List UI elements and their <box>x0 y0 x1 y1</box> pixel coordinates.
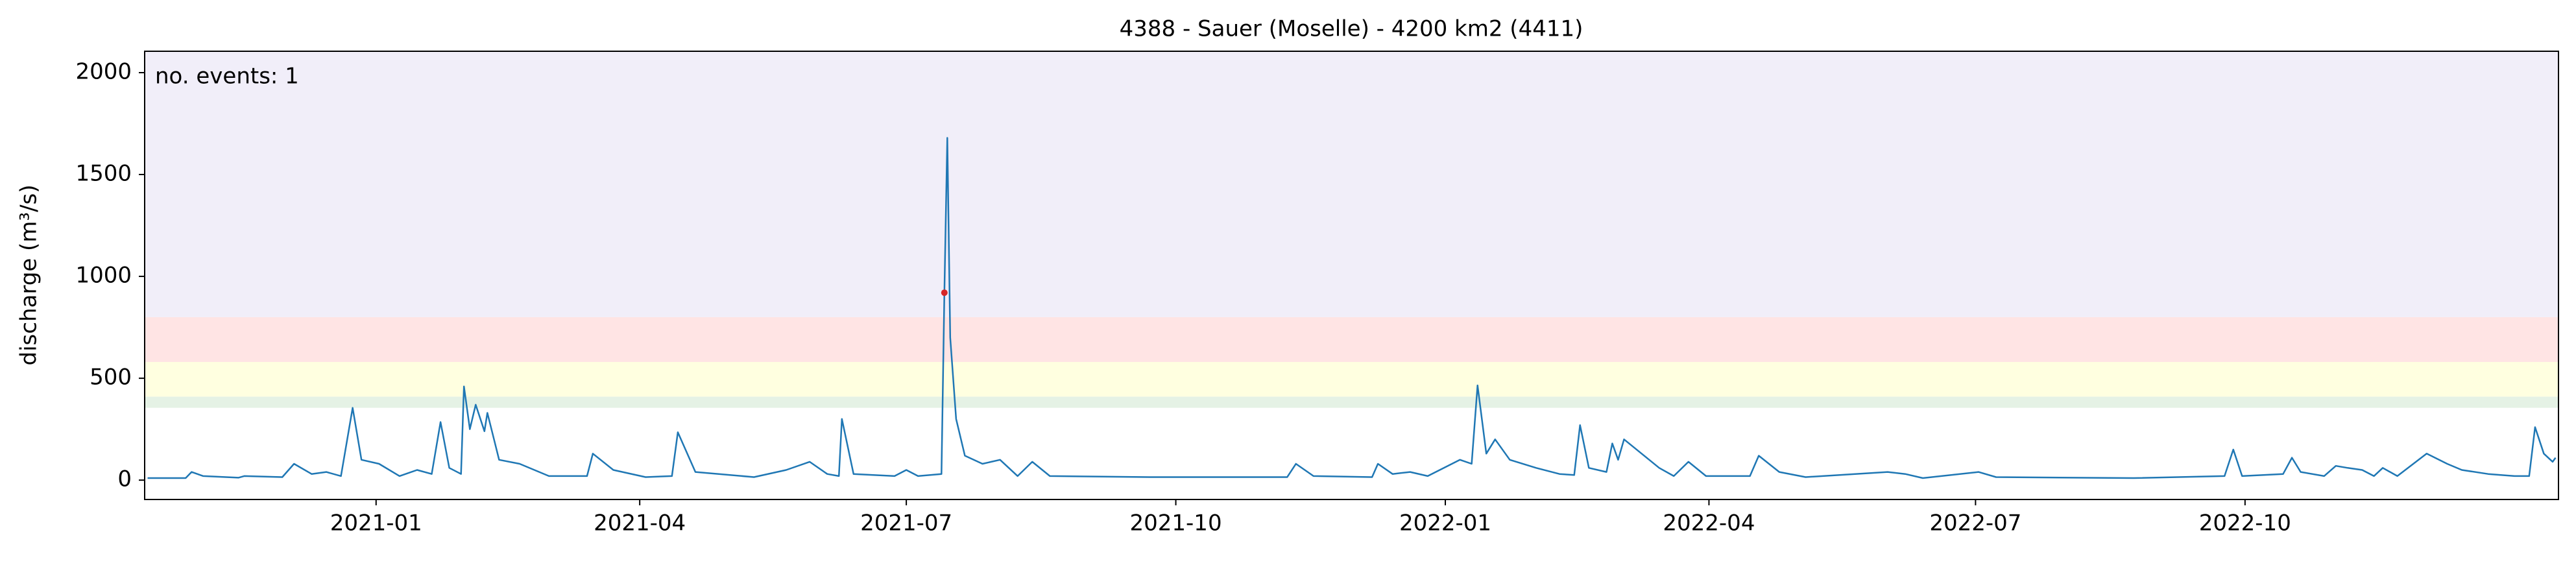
x-tick-label: 2021-07 <box>860 511 952 536</box>
x-tick-label: 2022-07 <box>1929 511 2021 536</box>
threshold-band <box>145 361 2558 397</box>
x-tick-label: 2021-10 <box>1130 511 1222 536</box>
x-tick-label: 2022-01 <box>1399 511 1491 536</box>
annotation: no. events: 1 <box>155 64 299 90</box>
x-tick-label: 2021-01 <box>330 511 422 536</box>
y-tick-label: 2000 <box>75 58 132 84</box>
y-tick-label: 1000 <box>75 263 132 289</box>
series-line <box>147 137 2557 479</box>
y-axis-label: discharge (m³/s) <box>16 185 42 366</box>
y-tick-label: 1500 <box>75 161 132 187</box>
event-marker <box>941 289 948 296</box>
y-tick-label: 0 <box>117 466 132 492</box>
x-tick-label: 2022-04 <box>1663 511 1755 536</box>
plot-frame <box>144 51 2559 500</box>
chart-title: 4388 - Sauer (Moselle) - 4200 km2 (4411) <box>1120 16 1583 42</box>
threshold-band <box>145 396 2558 408</box>
x-tick-label: 2021-04 <box>594 511 686 536</box>
x-tick-label: 2022-10 <box>2199 511 2291 536</box>
threshold-band <box>145 317 2558 362</box>
threshold-band <box>145 51 2558 317</box>
y-tick-label: 500 <box>90 365 132 391</box>
